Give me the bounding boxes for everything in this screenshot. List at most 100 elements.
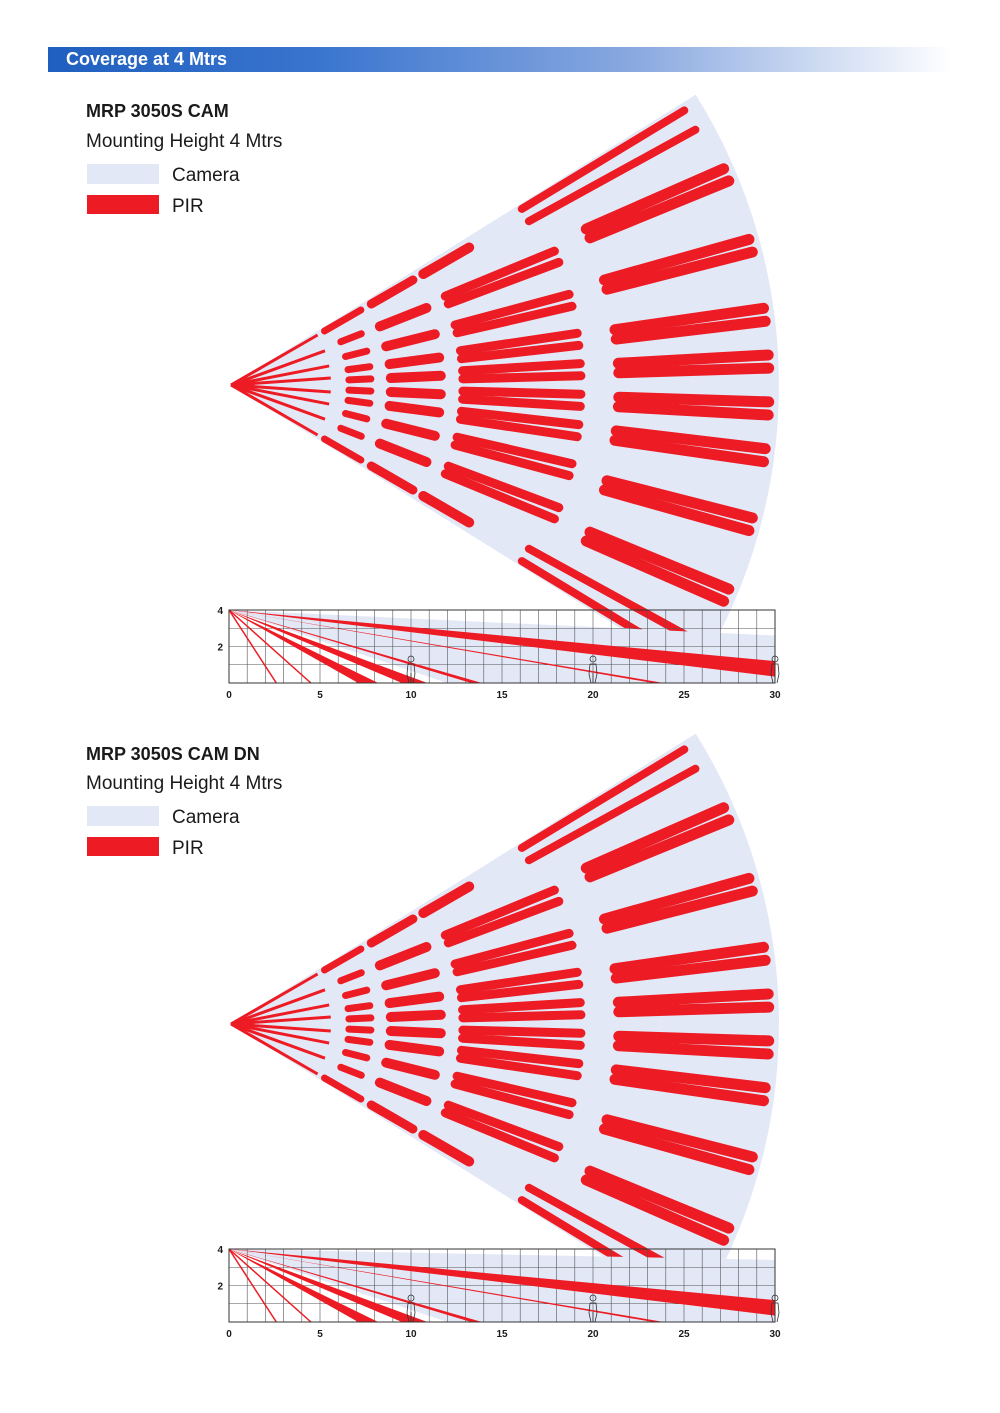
pir-beam-segment [517,745,689,852]
pir-side-beam [229,610,428,683]
pir-beam-segment [524,544,700,645]
pir-beam-segment [613,362,775,379]
pir-beam-segment [337,330,365,346]
pir-beam-segment [457,406,584,430]
pir-beam-segment [374,303,432,332]
legend-label-camera: Camera [172,807,240,828]
person-body [770,663,780,684]
pir-beam-segment [601,1114,758,1163]
x-tick-label: 10 [405,690,417,701]
pir-beam-segment [452,1071,577,1108]
y-tick-label: 2 [217,643,223,654]
pir-beam-segment [385,1026,446,1039]
model-title: MRP 3050S CAM DN [86,744,260,764]
side-view-coverage-diagram: 0 5 10 15 20 25 30 4 2 [217,606,781,701]
pir-beam-segment [384,991,445,1009]
mounting-height-text: Mounting Height 4 Mtrs [86,773,283,794]
pir-beam-segment [418,1130,475,1167]
x-tick-label: 0 [226,1329,232,1340]
person-body [588,663,598,684]
pir-beam-segment [609,941,769,975]
pir-beam-segment [584,175,735,244]
pir-beam-segment [456,328,582,356]
pir-beam-segment [456,414,582,442]
person-body [770,1302,780,1323]
pir-beam-segment [366,914,418,948]
pir-beam-segment [610,315,771,345]
pir-beam-segment [452,432,577,469]
pir-beam-segment [321,306,365,335]
legend-swatch-pir [87,837,159,856]
pir-beam-segment [610,425,771,455]
pir-beam-ray [230,349,326,387]
pir-beam-segment [609,434,769,468]
pir-beam-segment [345,375,375,384]
pir-beam-segment [580,163,730,235]
pir-beam-segment [342,1049,371,1062]
y-tick-label: 2 [217,1282,223,1293]
pir-beam-segment [374,438,432,467]
pir-side-beam [229,610,482,683]
pir-beam-segment [337,1063,365,1079]
pir-beam-segment [337,424,365,440]
pir-beam-segment [321,435,365,464]
pir-beam-segment [418,881,475,918]
pir-side-ray [228,609,277,684]
pir-beam-segment [599,872,755,925]
y-tick-label: 4 [217,1245,223,1256]
pir-beam-segment [384,400,445,418]
pir-beam-segment [599,484,755,537]
pir-beam-segment [458,998,585,1015]
pir-beam-segment [580,802,730,874]
legend-swatch-pir [87,195,159,214]
mounting-height-text: Mounting Height 4 Mtrs [86,131,283,152]
pir-beam-segment [609,302,769,336]
camera-coverage-fan [231,94,779,676]
pir-beam-segment [384,352,445,370]
pir-beam-segment [345,1014,375,1023]
person-body [406,1302,416,1323]
pir-beam-segment [440,1108,559,1163]
person-head [407,655,415,663]
side-view-frame [228,1248,776,1323]
pir-side-beam [229,1249,379,1322]
pir-beam-segment [457,1045,584,1069]
pir-beam-segment [458,386,586,399]
pir-beam-segment [612,401,774,421]
pir-beam-segment [524,125,700,226]
person-body [406,663,416,684]
pir-beam-segment [584,814,735,883]
x-tick-label: 20 [587,1329,599,1340]
pir-side-ray [228,1248,277,1323]
x-tick-label: 30 [769,690,781,701]
pir-beam-segment [524,764,700,865]
pir-beam-segment [601,246,758,295]
pir-beam-ray [230,383,330,406]
pir-beam-ray [230,383,326,421]
page-title: Coverage at 4 Mtrs [66,49,228,69]
person-icon [588,1294,598,1323]
pir-beam-segment [613,391,775,408]
x-tick-label: 30 [769,1329,781,1340]
pir-side-beam [229,1249,428,1322]
pir-beam-segment [613,1001,775,1018]
pir-beam-segment [345,386,375,395]
pir-beam-segment [458,1025,586,1038]
pir-beam-segment [418,242,475,279]
pir-beam-ray [230,1003,330,1026]
side-view-frame [228,609,776,684]
pir-beam-segment [450,928,574,969]
pir-beam-segment [345,1025,375,1034]
pir-beam-ray [230,1022,330,1045]
pir-beam-segment [385,1009,446,1022]
pir-beam-segment [344,1035,374,1046]
x-tick-label: 10 [405,1329,417,1340]
pir-beam-segment [599,1123,755,1176]
legend-swatch-camera [87,164,159,184]
pir-beam-segment [456,1053,582,1081]
pir-beam-segment [612,988,774,1008]
pir-beam-segment [457,340,584,364]
person-head [589,1294,597,1302]
pir-beam-segment [609,1073,769,1107]
pir-beam-segment [613,1030,775,1047]
